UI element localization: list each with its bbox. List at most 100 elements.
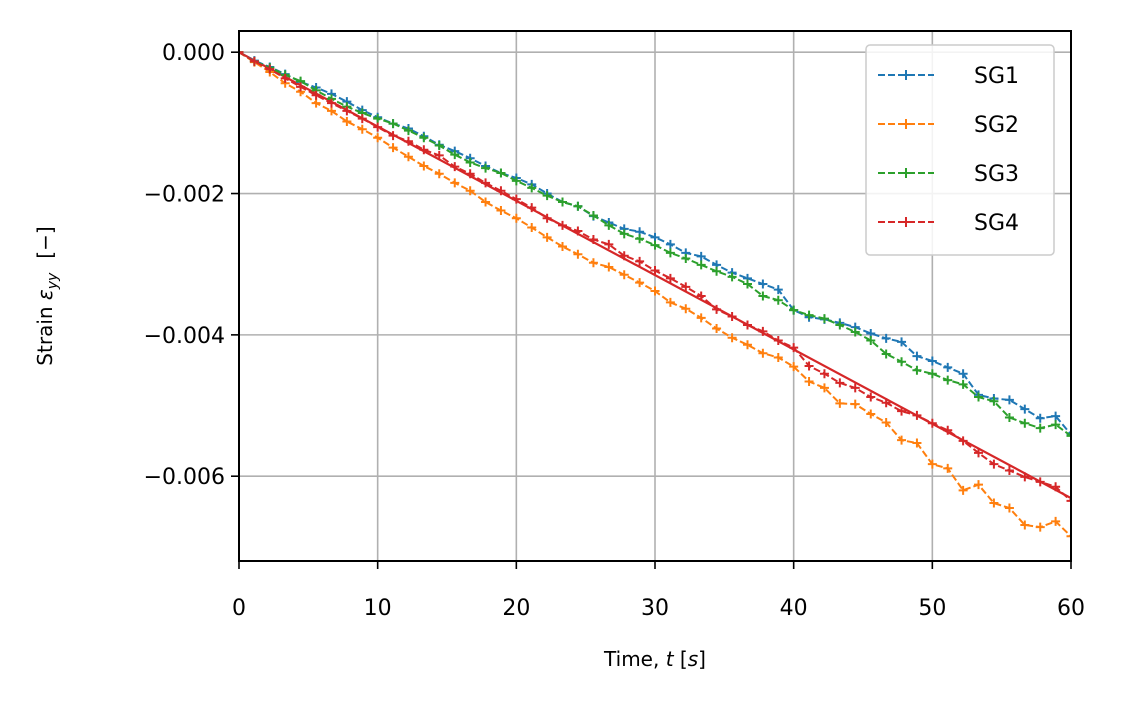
x-tick-label: 0 — [232, 596, 246, 621]
y-tick-label: 0.000 — [162, 41, 225, 66]
data-point-sg4 — [311, 90, 321, 100]
data-point-sg3 — [1004, 413, 1014, 423]
data-point-sg2 — [388, 143, 398, 153]
data-point-sg4 — [850, 383, 860, 393]
data-point-sg4 — [527, 203, 537, 213]
data-point-sg3 — [789, 305, 799, 315]
data-point-sg2 — [604, 262, 614, 272]
data-point-sg4 — [403, 136, 413, 146]
data-point-sg3 — [974, 392, 984, 402]
x-tick-label: 40 — [780, 596, 808, 621]
y-axis-label: Strain εyy[−] — [33, 226, 61, 365]
data-point-sg4 — [342, 106, 352, 116]
data-point-sg2 — [326, 106, 336, 116]
data-point-sg4 — [496, 186, 506, 196]
data-point-sg3 — [681, 254, 691, 264]
data-point-sg4 — [280, 73, 290, 83]
data-point-sg2 — [373, 133, 383, 143]
data-point-sg2 — [804, 377, 814, 387]
data-point-sg3 — [558, 197, 568, 207]
data-point-sg4 — [696, 291, 706, 301]
data-point-sg4 — [619, 251, 629, 261]
legend: SG1 SG2 SG3 SG4 — [865, 44, 1055, 256]
data-point-sg4 — [989, 459, 999, 469]
data-point-sg4 — [681, 282, 691, 292]
data-point-sg2 — [311, 98, 321, 108]
data-point-sg1 — [912, 351, 922, 361]
data-point-sg3 — [403, 126, 413, 136]
data-point-sg4 — [388, 131, 398, 141]
data-point-sg2 — [897, 435, 907, 445]
data-point-sg1 — [773, 285, 783, 295]
data-point-sg2 — [758, 348, 768, 358]
ticks: 0 10 20 30 40 50 60 0.000 −0.002 −0.004 −0.006 — [144, 41, 1085, 621]
data-point-sg4 — [758, 326, 768, 336]
data-point-sg3 — [742, 279, 752, 289]
data-point-sg4 — [481, 178, 491, 188]
data-point-sg3 — [1020, 418, 1030, 428]
data-point-sg3 — [727, 272, 737, 282]
legend-label-sg4: SG4 — [974, 211, 1019, 236]
data-point-sg4 — [1020, 472, 1030, 482]
data-point-sg2 — [696, 313, 706, 323]
data-point-sg2 — [974, 480, 984, 490]
data-point-sg3 — [927, 369, 937, 379]
data-point-sg3 — [881, 349, 891, 359]
data-point-sg3 — [604, 220, 614, 230]
data-point-sg2 — [573, 249, 583, 259]
data-point-sg2 — [1020, 520, 1030, 530]
data-point-sg4 — [249, 56, 259, 66]
data-point-sg4 — [1066, 496, 1071, 506]
data-point-sg1 — [1020, 404, 1030, 414]
data-point-sg2 — [450, 178, 460, 188]
data-point-sg4 — [465, 169, 475, 179]
legend-marker-sg4 — [901, 217, 911, 227]
data-point-sg3 — [496, 168, 506, 178]
data-point-sg4 — [665, 273, 675, 283]
data-point-sg1 — [650, 232, 660, 242]
data-point-sg4 — [326, 98, 336, 108]
x-axis-label: Time, t [s] — [603, 647, 706, 671]
data-point-sg3 — [619, 229, 629, 239]
data-point-sg4 — [866, 392, 876, 402]
data-point-sg4 — [773, 336, 783, 346]
data-point-sg1 — [665, 239, 675, 249]
data-point-sg2 — [434, 169, 444, 179]
data-point-sg1 — [881, 333, 891, 343]
data-point-sg4 — [974, 448, 984, 458]
data-point-sg1 — [1004, 395, 1014, 405]
data-point-sg3 — [850, 327, 860, 337]
data-point-sg4 — [604, 239, 614, 249]
data-point-sg2 — [1035, 522, 1045, 532]
series-layer — [239, 47, 1071, 541]
data-point-sg2 — [881, 417, 891, 427]
data-point-sg4 — [419, 145, 429, 155]
data-point-sg4 — [958, 436, 968, 446]
data-point-sg4 — [927, 418, 937, 428]
data-point-sg4 — [804, 361, 814, 371]
data-point-sg2 — [943, 463, 953, 473]
data-point-sg3 — [588, 210, 598, 220]
data-point-sg4 — [1035, 477, 1045, 487]
data-point-sg3 — [958, 379, 968, 389]
legend-label-sg2: SG2 — [974, 113, 1019, 138]
data-point-sg3 — [1051, 420, 1061, 430]
data-point-sg1 — [1035, 413, 1045, 423]
data-point-sg3 — [712, 266, 722, 276]
data-point-sg2 — [912, 438, 922, 448]
data-point-sg3 — [804, 310, 814, 320]
data-point-sg4 — [1051, 482, 1061, 492]
data-point-sg1 — [897, 337, 907, 347]
legend-marker-sg2 — [901, 119, 911, 129]
x-tick-label: 30 — [641, 596, 669, 621]
data-point-sg3 — [434, 140, 444, 150]
data-point-sg2 — [989, 498, 999, 508]
data-point-sg3 — [388, 119, 398, 129]
data-point-sg3 — [481, 163, 491, 173]
data-point-sg3 — [511, 176, 521, 186]
x-tick-label: 20 — [502, 596, 530, 621]
data-point-sg3 — [419, 133, 429, 143]
data-point-sg2 — [958, 485, 968, 495]
data-point-sg3 — [819, 314, 829, 324]
data-point-sg2 — [850, 399, 860, 409]
